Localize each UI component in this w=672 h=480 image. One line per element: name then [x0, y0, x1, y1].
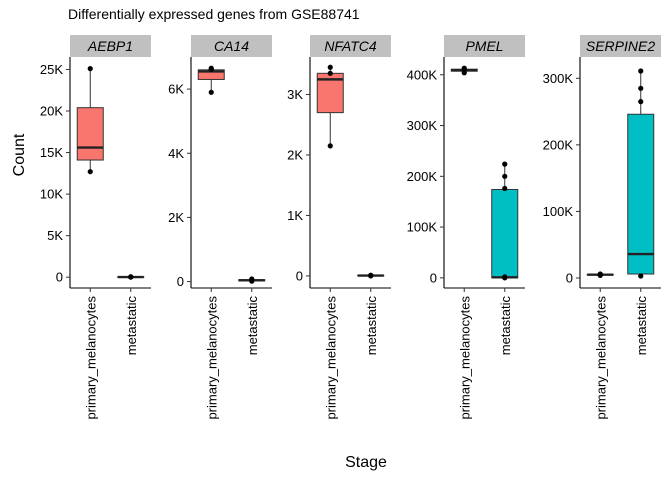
- panel-aebp1: AEBP1 0 5K 10K 15K 20K 25K primary_melanocytes m…: [40, 35, 151, 420]
- x-tick-label: metastatic: [245, 296, 260, 356]
- facet-strip: [444, 35, 525, 57]
- y-tick-label: 0: [56, 270, 63, 285]
- x-tick-label: primary_melanocytes: [457, 296, 472, 420]
- data-point: [208, 89, 214, 95]
- box-metastatic: [491, 161, 519, 281]
- y-tick-label: 300K: [407, 118, 438, 133]
- box-body: [76, 107, 104, 161]
- y-tick-label: 6K: [168, 82, 184, 97]
- facet-strip-label: CA14: [214, 38, 249, 54]
- x-tick-label: primary_melanocytes: [83, 296, 98, 420]
- panel-pmel: PMEL 0 100K 200K 300K 400K primary_melanocytes…: [407, 35, 525, 420]
- y-tick-label: 2K: [168, 210, 184, 225]
- data-point: [327, 70, 333, 76]
- y-tick-label: 0: [430, 270, 437, 285]
- panel-serpine2: SERPINE2 0 100K 200K 300K primary_melanocytes…: [543, 35, 661, 420]
- data-point: [327, 64, 333, 70]
- data-point: [249, 276, 255, 282]
- data-point: [502, 185, 508, 192]
- y-tick-label: 20K: [40, 104, 63, 119]
- y-tick-label: 200K: [407, 169, 438, 184]
- x-tick-label: primary_melanocytes: [593, 296, 608, 420]
- data-point: [327, 143, 333, 149]
- x-tick-label: metastatic: [634, 296, 649, 356]
- data-point: [597, 271, 603, 277]
- box-primary-melanocytes: [316, 64, 344, 149]
- y-tick-label: 100K: [407, 220, 438, 235]
- data-point: [638, 68, 644, 74]
- data-point: [368, 272, 374, 278]
- y-tick-label: 0: [177, 274, 184, 289]
- panel-nfatc4: NFATC4 0 1K 2K 3K primary_melanocytes metastat…: [287, 35, 391, 420]
- facet-strip: [580, 35, 661, 57]
- y-axis-title: Count: [11, 133, 28, 176]
- box-metastatic: [627, 68, 655, 279]
- y-tick-label: 0: [566, 271, 573, 286]
- data-point: [502, 173, 508, 179]
- facet-strip: [70, 35, 151, 57]
- y-tick-label: 1K: [287, 208, 303, 223]
- y-tick-label: 200K: [543, 137, 574, 152]
- x-tick-label: primary_melanocytes: [323, 296, 338, 420]
- x-axis-title: Stage: [345, 454, 387, 471]
- data-point: [87, 169, 93, 175]
- data-point: [208, 65, 214, 71]
- y-tick-label: 100K: [543, 204, 574, 219]
- chart-title: Differentially expressed genes from GSE8…: [68, 6, 360, 22]
- facet-strip-label: NFATC4: [324, 38, 377, 54]
- y-tick-label: 3K: [287, 87, 303, 102]
- data-point: [87, 66, 93, 72]
- data-point: [638, 85, 644, 91]
- box-body: [491, 189, 519, 279]
- box-metastatic: [357, 272, 385, 279]
- box-body: [627, 113, 655, 275]
- facet-strip-label: SERPINE2: [586, 38, 655, 54]
- box-primary-melanocytes: [586, 271, 614, 278]
- data-point: [638, 273, 644, 279]
- facet-strip-label: PMEL: [465, 38, 503, 54]
- y-tick-label: 10K: [40, 187, 63, 202]
- y-tick-label: 15K: [40, 145, 63, 160]
- box-metastatic: [238, 276, 266, 284]
- x-tick-label: primary_melanocytes: [204, 296, 219, 420]
- facet-strip: [191, 35, 272, 57]
- y-tick-label: 5K: [47, 228, 63, 243]
- facet-strip-label: AEBP1: [87, 38, 133, 54]
- box-primary-melanocytes: [197, 65, 225, 95]
- data-point: [461, 65, 467, 71]
- box-primary-melanocytes: [450, 65, 478, 76]
- data-point: [638, 99, 644, 105]
- data-point: [128, 274, 134, 280]
- x-tick-label: metastatic: [364, 296, 379, 356]
- facet-panels: AEBP1 0 5K 10K 15K 20K 25K primary_melanocytes m…: [40, 35, 661, 420]
- y-tick-label: 4K: [168, 146, 184, 161]
- panel-ca14: CA14 0 2K 4K 6K primary_melanocytes metastatic: [168, 35, 272, 420]
- data-point: [502, 274, 508, 280]
- facet-strip: [310, 35, 391, 57]
- x-tick-label: metastatic: [498, 296, 513, 356]
- data-point: [502, 161, 508, 167]
- box-primary-melanocytes: [76, 66, 104, 175]
- y-tick-label: 25K: [40, 62, 63, 77]
- y-tick-label: 300K: [543, 71, 574, 86]
- x-tick-label: metastatic: [124, 296, 139, 356]
- box-metastatic: [117, 274, 145, 280]
- y-tick-label: 0: [296, 268, 303, 283]
- y-tick-label: 400K: [407, 67, 438, 82]
- y-tick-label: 2K: [287, 147, 303, 162]
